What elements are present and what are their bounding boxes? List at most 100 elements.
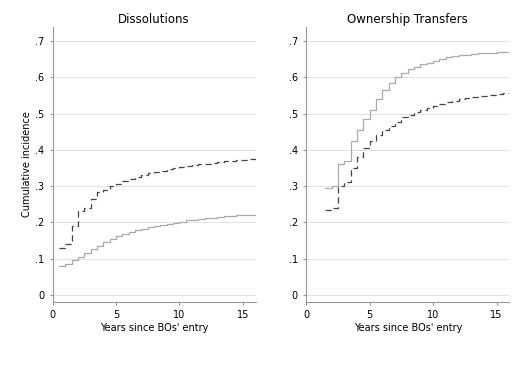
Shared ownership <box>475 51 481 56</box>
Shared ownership <box>348 139 354 143</box>
Line: Single ownership: Single ownership <box>326 93 509 210</box>
Single ownership <box>335 184 341 188</box>
Single ownership <box>138 173 144 178</box>
Single ownership <box>202 161 208 166</box>
Single ownership <box>354 155 360 159</box>
Shared ownership <box>366 108 373 112</box>
Single ownership <box>195 162 202 166</box>
Single ownership <box>68 224 75 228</box>
Single ownership <box>481 93 487 98</box>
Shared ownership <box>170 220 176 225</box>
Single ownership <box>506 91 512 95</box>
Single ownership <box>183 164 189 168</box>
Single ownership <box>246 157 253 162</box>
Shared ownership <box>354 128 360 132</box>
Shared ownership <box>449 54 455 59</box>
Shared ownership <box>195 217 202 221</box>
Shared ownership <box>398 70 405 75</box>
Single ownership <box>373 133 379 138</box>
Shared ownership <box>202 216 208 221</box>
Single ownership <box>455 97 461 102</box>
Shared ownership <box>468 51 475 56</box>
Shared ownership <box>132 228 138 232</box>
Single ownership <box>125 176 132 181</box>
Single ownership <box>494 92 500 96</box>
Single ownership <box>62 242 68 246</box>
Shared ownership <box>360 117 366 121</box>
Single ownership <box>468 95 475 99</box>
Shared ownership <box>392 75 398 80</box>
Single ownership <box>379 128 385 132</box>
Single ownership <box>100 187 107 192</box>
Shared ownership <box>379 88 385 92</box>
Shared ownership <box>81 251 87 255</box>
Single ownership <box>208 161 214 165</box>
Shared ownership <box>322 186 329 190</box>
Single ownership <box>360 146 366 150</box>
Single ownership <box>487 93 494 97</box>
Shared ownership <box>227 213 233 218</box>
Single ownership <box>392 119 398 124</box>
Single ownership <box>170 166 176 170</box>
Shared ownership <box>329 184 335 188</box>
Single ownership <box>500 91 506 96</box>
Shared ownership <box>405 67 411 72</box>
Shared ownership <box>500 50 506 54</box>
Single ownership <box>398 115 405 120</box>
X-axis label: Years since BOs' entry: Years since BOs' entry <box>353 323 462 333</box>
Shared ownership <box>246 212 253 217</box>
Single ownership <box>144 171 151 176</box>
Shared ownership <box>107 236 113 241</box>
Single ownership <box>87 197 93 201</box>
Shared ownership <box>506 50 512 54</box>
Single ownership <box>411 109 417 114</box>
Shared ownership <box>125 229 132 234</box>
Shared ownership <box>208 215 214 220</box>
Shared ownership <box>411 64 417 69</box>
Single ownership <box>329 205 335 210</box>
Shared ownership <box>87 247 93 252</box>
Single ownership <box>107 184 113 188</box>
Shared ownership <box>253 212 259 217</box>
Single ownership <box>220 159 227 164</box>
Shared ownership <box>113 234 119 239</box>
Single ownership <box>449 99 455 103</box>
Shared ownership <box>239 213 246 217</box>
Single ownership <box>189 163 195 167</box>
Shared ownership <box>417 62 424 67</box>
Single ownership <box>348 166 354 170</box>
Shared ownership <box>455 53 461 58</box>
Single ownership <box>132 175 138 179</box>
Shared ownership <box>68 258 75 263</box>
Shared ownership <box>424 60 430 65</box>
Single ownership <box>56 245 62 250</box>
Shared ownership <box>494 50 500 55</box>
Title: Dissolutions: Dissolutions <box>118 13 190 26</box>
Single ownership <box>424 106 430 110</box>
Shared ownership <box>233 213 239 218</box>
Shared ownership <box>75 255 81 259</box>
Single ownership <box>366 139 373 143</box>
Single ownership <box>430 104 436 108</box>
Title: Ownership Transfers: Ownership Transfers <box>348 13 468 26</box>
Y-axis label: Cumulative incidence: Cumulative incidence <box>22 111 32 217</box>
Shared ownership <box>144 225 151 230</box>
Shared ownership <box>373 97 379 101</box>
Shared ownership <box>164 221 170 226</box>
Shared ownership <box>461 52 468 57</box>
X-axis label: Years since BOs' entry: Years since BOs' entry <box>100 323 208 333</box>
Single ownership <box>113 182 119 187</box>
Single ownership <box>322 207 329 212</box>
Shared ownership <box>100 240 107 245</box>
Shared ownership <box>183 218 189 223</box>
Line: Shared ownership: Shared ownership <box>59 215 256 266</box>
Single ownership <box>436 102 443 106</box>
Single ownership <box>239 157 246 162</box>
Single ownership <box>157 168 163 173</box>
Single ownership <box>94 189 100 194</box>
Shared ownership <box>385 80 392 85</box>
Single ownership <box>253 157 259 161</box>
Shared ownership <box>436 57 443 61</box>
Single ownership <box>341 180 348 185</box>
Shared ownership <box>430 58 436 63</box>
